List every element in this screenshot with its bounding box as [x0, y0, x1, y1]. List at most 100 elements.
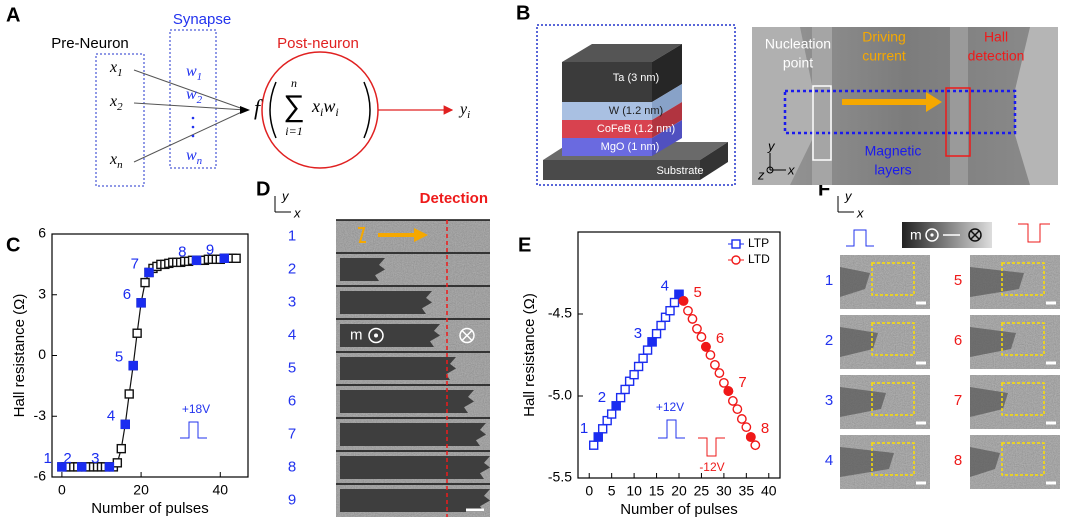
x-tick-label: 25 [694, 483, 710, 499]
x-tick-label: 15 [649, 483, 665, 499]
hall-label: Hall [984, 29, 1008, 45]
pulse-icon [1018, 223, 1050, 243]
nucleation-label: point [783, 55, 813, 71]
y-tick-label: 6 [38, 225, 46, 241]
point-label: 3 [634, 325, 642, 342]
domain [340, 258, 385, 281]
row-label: 9 [288, 491, 296, 508]
domain-rows: y x Detection 1 2 3 4 5 6 7 8 9 m [274, 188, 490, 517]
hall-box [945, 87, 971, 157]
annotation: +18V [182, 402, 210, 416]
point-label: 3 [91, 450, 99, 467]
row-label: 8 [288, 458, 296, 475]
marker [723, 386, 734, 396]
image-label: 2 [825, 332, 833, 349]
point-label: 9 [206, 241, 214, 258]
marker [678, 295, 689, 306]
marker [57, 462, 67, 472]
image-label: 3 [825, 392, 833, 409]
marker [629, 369, 639, 380]
y-tick-label: 0 [38, 346, 46, 362]
chart: 0 20 40 -6 -3 0 3 6 Number of pulses Hall resista… [11, 225, 249, 517]
neuron-diagram: Pre-Neuron Synapse Post-neuron x1 x2 xn … [51, 11, 470, 187]
out-of-plane [374, 333, 378, 338]
layer [562, 138, 652, 156]
marker [674, 289, 684, 300]
detection-box [871, 322, 915, 356]
marker [597, 424, 608, 434]
layer-side [652, 120, 682, 156]
image-label: 8 [954, 452, 962, 469]
axis-label: y [767, 138, 776, 153]
x-tick-label: 10 [626, 483, 642, 499]
electrode [950, 27, 968, 185]
marker [140, 277, 150, 288]
dot [191, 134, 195, 138]
input: x2 [109, 93, 123, 113]
electrode [752, 27, 812, 185]
marker [642, 345, 653, 355]
row-label: 6 [288, 392, 296, 409]
marker [231, 253, 241, 264]
driving-label: current [862, 48, 906, 64]
domain [970, 387, 1008, 417]
axis-label: y [281, 188, 290, 203]
panel-label: D [256, 178, 270, 200]
detection-box [1001, 262, 1045, 296]
into-plane [461, 329, 473, 342]
sum-upper: n [291, 76, 297, 90]
point-label: 8 [761, 420, 769, 437]
detection-box [871, 262, 915, 296]
marker [683, 305, 693, 316]
marker [656, 320, 666, 331]
marker [633, 361, 644, 372]
layer-label: CoFeB (1.2 nm) [597, 123, 675, 135]
y-tick-label: -3 [34, 407, 47, 423]
layer-label: Substrate [656, 165, 703, 177]
magnetic-label: layers [874, 162, 911, 178]
sum-lower: i=1 [285, 124, 302, 138]
x-tick-label: 40 [212, 482, 228, 498]
panel-label: B [516, 2, 530, 24]
marker [718, 377, 729, 388]
layer-side [652, 84, 682, 120]
axis-label: x [293, 205, 301, 220]
electrode [1015, 27, 1058, 185]
domain [970, 327, 1016, 357]
point-label: 2 [63, 450, 71, 467]
detection-box [871, 382, 915, 416]
pulse-icon [180, 421, 207, 439]
axis-label: x [787, 162, 795, 177]
y-tick-label: -5.0 [548, 387, 572, 403]
x-tick-label: 40 [761, 483, 777, 499]
point-label: 8 [178, 243, 186, 260]
marker [701, 341, 711, 352]
point-label: 1 [580, 420, 588, 437]
out-of-plane [925, 228, 939, 242]
annotation: -12V [699, 460, 724, 474]
substrate-side [700, 142, 728, 180]
layer-side [652, 102, 682, 138]
weight: w1 [186, 63, 202, 83]
into-plane [970, 230, 980, 240]
point-label: 6 [123, 286, 131, 303]
x-axis-label: Number of pulses [91, 500, 209, 517]
nucleation-box [812, 85, 832, 161]
y-axis-label: Hall resistance (Ω) [521, 293, 538, 417]
out-of-plane [368, 327, 384, 344]
sum: ∑ [283, 90, 304, 123]
marker [593, 432, 603, 442]
marker [732, 404, 743, 415]
marker [615, 392, 626, 403]
x-tick-label: 35 [739, 483, 755, 499]
domain [340, 489, 490, 512]
point-label: 7 [131, 255, 139, 272]
row-label: 4 [288, 326, 296, 343]
marker [745, 432, 756, 442]
into-plane [968, 228, 982, 242]
domain [840, 327, 878, 357]
image-label: 7 [954, 392, 962, 409]
hall-label: detection [968, 48, 1025, 64]
marker [727, 396, 738, 406]
